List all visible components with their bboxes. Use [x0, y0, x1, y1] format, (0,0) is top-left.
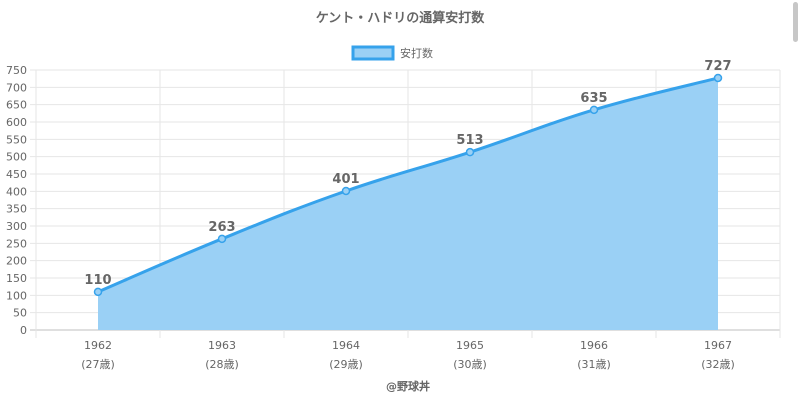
y-tick-label: 400 — [6, 185, 27, 198]
x-tick-sublabel: (32歳) — [701, 358, 735, 371]
y-tick-label: 500 — [6, 151, 27, 164]
x-axis: 1962 (27歳) 1963 (28歳) 1964 (29歳) 1965 (30歳) 1966… — [81, 339, 735, 371]
y-tick-label: 0 — [20, 324, 27, 337]
x-tick-label: 1967 — [704, 339, 732, 352]
x-tick-label: 1966 — [580, 339, 608, 352]
x-tick-sublabel: (31歳) — [577, 358, 611, 371]
x-tick-label: 1963 — [208, 339, 236, 352]
data-point — [93, 287, 103, 297]
y-tick-label: 150 — [6, 272, 27, 285]
data-point — [465, 147, 475, 157]
data-label: 727 — [704, 59, 731, 74]
series-line — [97, 76, 719, 294]
y-tick-label: 700 — [6, 81, 27, 94]
x-tick-label: 1965 — [456, 339, 484, 352]
y-tick-label: 650 — [6, 99, 27, 112]
y-tick-label: 200 — [6, 255, 27, 268]
y-tick-label: 750 — [6, 64, 27, 77]
data-points — [93, 73, 723, 297]
y-tick-label: 300 — [6, 220, 27, 233]
series-area-fill — [98, 77, 718, 331]
legend[interactable]: 安打数 — [351, 45, 433, 61]
credit-text: @野球丼 — [386, 379, 430, 393]
data-label: 263 — [208, 220, 235, 235]
data-label: 110 — [84, 273, 111, 288]
data-label: 401 — [332, 172, 359, 187]
data-point — [713, 73, 723, 83]
series-area — [97, 76, 719, 331]
x-tick-sublabel: (28歳) — [205, 358, 239, 371]
x-tick-label: 1964 — [332, 339, 360, 352]
data-label: 635 — [580, 91, 607, 106]
data-label: 513 — [456, 133, 483, 148]
x-tick-sublabel: (29歳) — [329, 358, 363, 371]
y-tick-label: 100 — [6, 289, 27, 302]
chart-title: ケント・ハドリの通算安打数 — [316, 10, 486, 26]
y-tick-label: 50 — [13, 307, 27, 320]
x-tick-sublabel: (27歳) — [81, 358, 115, 371]
x-tick-sublabel: (30歳) — [453, 358, 487, 371]
y-tick-label: 600 — [6, 116, 27, 129]
data-labels: 110 263 401 513 635 727 — [84, 59, 731, 288]
y-tick-label: 250 — [6, 237, 27, 250]
legend-label: 安打数 — [400, 46, 433, 60]
y-axis: 0 50 100 150 200 250 300 350 400 450 500 550 600 650 7… — [6, 64, 27, 337]
data-point — [217, 234, 227, 244]
y-tick-label: 550 — [6, 133, 27, 146]
y-tick-label: 350 — [6, 203, 27, 216]
scrollbar-thumb[interactable] — [793, 2, 798, 42]
legend-swatch — [351, 45, 395, 61]
data-point — [589, 105, 599, 115]
y-tick-label: 450 — [6, 168, 27, 181]
x-tick-label: 1962 — [84, 339, 112, 352]
data-point — [341, 186, 351, 196]
